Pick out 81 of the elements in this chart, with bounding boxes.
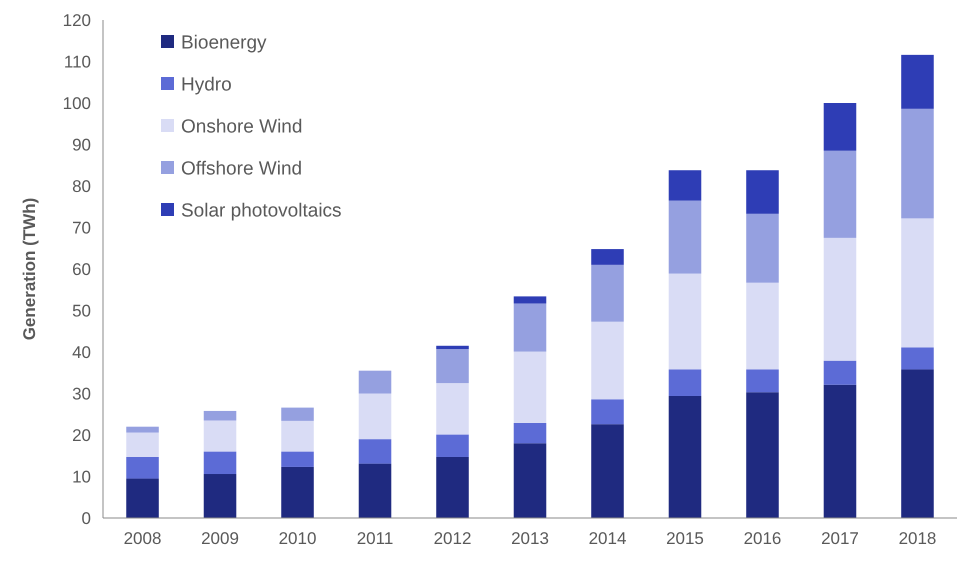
y-tick-label: 110 bbox=[64, 52, 91, 72]
y-tick-label: 120 bbox=[62, 10, 91, 30]
x-tick-label: 2018 bbox=[898, 529, 936, 548]
y-tick-label: 50 bbox=[72, 301, 91, 320]
bar bbox=[514, 443, 546, 518]
bar bbox=[358, 464, 392, 518]
y-tick-label: 20 bbox=[72, 426, 91, 445]
bar bbox=[824, 360, 856, 385]
bar bbox=[591, 322, 624, 400]
y-tick-label: 0 bbox=[82, 508, 91, 528]
bar bbox=[514, 352, 546, 423]
y-tick-label: 100 bbox=[62, 94, 91, 113]
bar bbox=[358, 394, 392, 440]
bar bbox=[901, 369, 934, 518]
bar bbox=[126, 432, 159, 457]
bar bbox=[591, 424, 624, 518]
bar bbox=[281, 466, 314, 518]
bar bbox=[591, 249, 624, 265]
bar bbox=[436, 349, 469, 384]
x-tick-label: 2017 bbox=[821, 529, 859, 548]
bar bbox=[901, 108, 934, 218]
bar bbox=[204, 452, 236, 474]
x-tick-label: 2011 bbox=[356, 529, 394, 548]
y-tick-label: 80 bbox=[72, 176, 91, 196]
bar bbox=[436, 434, 469, 457]
legend-label: Onshore Wind bbox=[181, 116, 302, 138]
bar bbox=[281, 420, 314, 452]
bar bbox=[901, 54, 934, 109]
bar bbox=[746, 214, 779, 283]
bar bbox=[281, 452, 314, 467]
bar bbox=[591, 399, 624, 424]
x-tick-label: 2016 bbox=[744, 529, 782, 548]
x-tick-label: 2012 bbox=[434, 529, 472, 548]
y-axis-title: Generation (TWh) bbox=[20, 198, 39, 340]
legend-label: Bioenergy bbox=[181, 32, 268, 54]
y-tick-label: 30 bbox=[72, 384, 91, 404]
bar bbox=[436, 456, 469, 518]
bar bbox=[824, 150, 856, 238]
y-tick-label: 40 bbox=[72, 342, 91, 362]
bar bbox=[668, 369, 702, 396]
bar bbox=[746, 170, 779, 214]
bar bbox=[358, 370, 392, 394]
bar bbox=[668, 200, 702, 274]
x-tick-label: 2008 bbox=[124, 529, 162, 548]
bar bbox=[901, 218, 934, 348]
y-tick-label: 90 bbox=[72, 135, 91, 154]
bar bbox=[204, 474, 236, 518]
bar bbox=[126, 456, 159, 479]
x-tick-label: 2010 bbox=[278, 529, 316, 548]
y-tick-label: 60 bbox=[72, 260, 91, 279]
bar bbox=[204, 410, 236, 420]
bar bbox=[126, 426, 159, 433]
bar bbox=[436, 346, 469, 350]
y-tick-label: 70 bbox=[72, 218, 91, 238]
legend-label: Hydro bbox=[181, 74, 232, 96]
bar bbox=[281, 408, 314, 421]
bar bbox=[358, 439, 392, 464]
y-tick-label: 10 bbox=[72, 467, 91, 486]
bar bbox=[668, 396, 702, 518]
x-tick-label: 2015 bbox=[666, 529, 704, 548]
bar bbox=[901, 347, 934, 370]
x-tick-label: 2009 bbox=[201, 529, 239, 548]
bar bbox=[436, 383, 469, 435]
bar bbox=[746, 369, 779, 392]
bar bbox=[824, 103, 856, 151]
x-tick-label: 2014 bbox=[588, 529, 626, 548]
bar bbox=[824, 384, 856, 518]
bar bbox=[746, 282, 779, 370]
bar bbox=[514, 422, 546, 444]
bar bbox=[668, 274, 702, 370]
bar bbox=[514, 303, 546, 352]
bar bbox=[746, 392, 779, 518]
x-tick-label: 2013 bbox=[511, 529, 549, 548]
bar bbox=[204, 420, 236, 452]
bar bbox=[514, 296, 546, 304]
bar bbox=[824, 238, 856, 361]
bar bbox=[591, 264, 624, 322]
bar bbox=[126, 478, 159, 518]
legend-label: Solar photovoltaics bbox=[181, 200, 342, 222]
bar bbox=[668, 170, 702, 201]
legend-label: Offshore Wind bbox=[181, 158, 302, 180]
